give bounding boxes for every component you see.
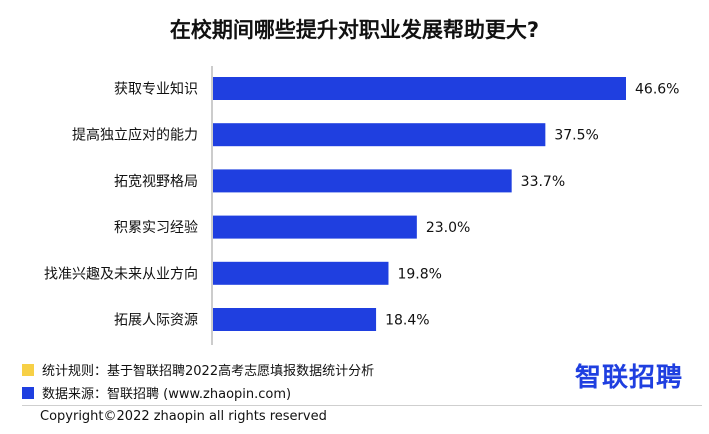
yellow-square-icon (22, 364, 34, 376)
copyright-text: Copyright©2022 zhaopin all rights reserv… (40, 409, 327, 424)
category-label: 获取专业知识 (114, 81, 198, 98)
bars-group: 获取专业知识 46.6% 提高独立应对的能力 37.5% 拓宽视野格局 33.7% 积累实习… (44, 77, 679, 331)
value-label: 46.6% (635, 82, 679, 98)
blue-square-icon (22, 387, 34, 399)
value-label: 33.7% (521, 174, 565, 190)
bar (213, 261, 389, 285)
stat-rule-note: 统计规则：基于智联招聘2022高考志愿填报数据统计分析 (22, 360, 374, 379)
bar (213, 77, 626, 100)
category-label: 找准兴趣及未来从业方向 (44, 266, 198, 282)
divider (22, 405, 702, 406)
bar (213, 123, 546, 147)
bar (213, 169, 512, 193)
zhaopin-logo: 智联招聘 (575, 363, 684, 393)
category-label: 拓展人际资源 (114, 313, 198, 329)
chart-title: 在校期间哪些提升对职业发展帮助更大? (169, 18, 540, 42)
category-label: 提高独立应对的能力 (72, 127, 198, 144)
category-label: 拓宽视野格局 (114, 173, 198, 190)
value-label: 37.5% (554, 128, 598, 144)
value-label: 19.8% (397, 266, 441, 282)
bar (213, 215, 417, 239)
bar (213, 308, 377, 331)
data-source-note: 数据来源：智联招聘 (www.zhaopin.com) (22, 383, 291, 402)
value-label: 23.0% (426, 220, 470, 236)
value-label: 18.4% (385, 313, 429, 329)
category-label: 积累实习经验 (114, 220, 198, 236)
